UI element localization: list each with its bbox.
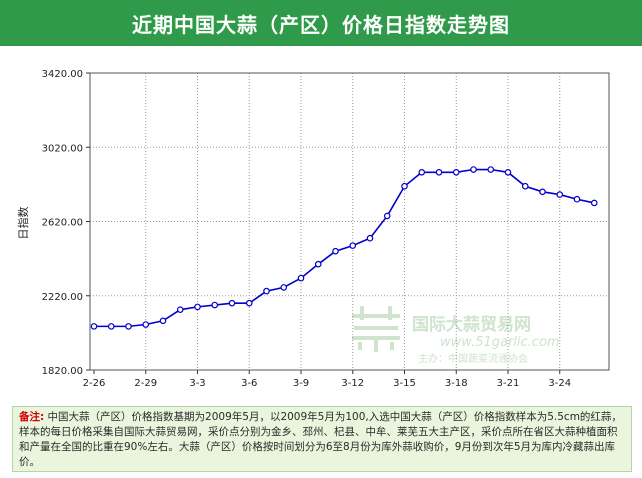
data-point [314,260,322,268]
y-tick-label: 3420.00 [42,69,83,80]
data-point [159,317,167,325]
data-point [556,191,564,198]
x-tick-label: 3-15 [393,378,416,389]
data-point [142,321,150,328]
note-label: 备注: [19,411,45,423]
data-point [435,169,443,176]
series-layer [90,166,598,330]
data-point [366,234,374,242]
data-point [90,323,98,330]
data-point [573,195,581,203]
watermark-url: www.51garlic.com [440,335,560,350]
data-point [539,188,546,196]
watermark-logo [352,306,400,352]
data-point [263,287,270,295]
data-point [383,212,391,220]
data-point [280,284,288,291]
x-tick-label: 3-18 [445,378,468,389]
data-point [176,306,184,313]
data-point [487,166,495,173]
x-tick-label: 3-12 [341,378,364,389]
data-point [521,182,529,190]
y-tick-label: 1820.00 [42,366,83,377]
x-tick-label: 3-9 [293,378,309,389]
y-tick-label: 2620.00 [42,218,83,229]
plot-frame [89,72,610,371]
data-point [590,199,598,207]
y-tick-label: 2220.00 [42,292,83,303]
chart-title: 近期中国大蒜（产区）价格日指数走势图 [132,12,510,37]
data-point [297,274,305,282]
data-point [228,299,236,307]
watermark: 国际大蒜贸易网 www.51garlic.com 主办：中国蔬菜流通协会 [352,306,560,365]
data-point [107,323,115,330]
data-point [194,303,201,311]
x-tick-label: 3-21 [497,378,520,389]
watermark-sponsor: 主办：中国蔬菜流通协会 [418,352,528,365]
data-point [245,299,253,307]
data-point [332,247,339,255]
title-bar: 近期中国大蒜（产区）价格日指数走势图 [0,0,642,46]
series-line [94,168,595,328]
data-point [470,166,477,173]
data-point [504,169,512,176]
data-point [211,301,219,309]
note-box: 备注: 中国大蒜（产区）价格指数基期为2009年5月，以2009年5月为100,… [12,406,632,472]
axes [86,72,610,374]
note-text: 中国大蒜（产区）价格指数基期为2009年5月，以2009年5月为100,入选中国… [19,411,622,468]
x-tick-label: 3-24 [548,378,571,389]
watermark-name: 国际大蒜贸易网 [412,314,531,335]
tick-labels: 1820.00 2220.00 2620.00 3020.00 3420.00 2-26 2… [42,69,571,389]
y-axis-label: 日指数 [16,207,30,240]
data-point [125,323,132,330]
grid [90,73,609,370]
data-point [349,242,357,249]
data-point [452,169,460,176]
y-tick-label: 3020.00 [42,143,83,154]
data-point [418,169,426,176]
data-point [401,182,408,190]
line-chart: 国际大蒜贸易网 www.51garlic.com 主办：中国蔬菜流通协会 182… [16,69,610,389]
x-tick-label: 3-6 [241,378,257,389]
x-tick-label: 2-26 [83,378,106,389]
x-tick-label: 2-29 [134,378,157,389]
x-tick-label: 3-3 [189,378,205,389]
